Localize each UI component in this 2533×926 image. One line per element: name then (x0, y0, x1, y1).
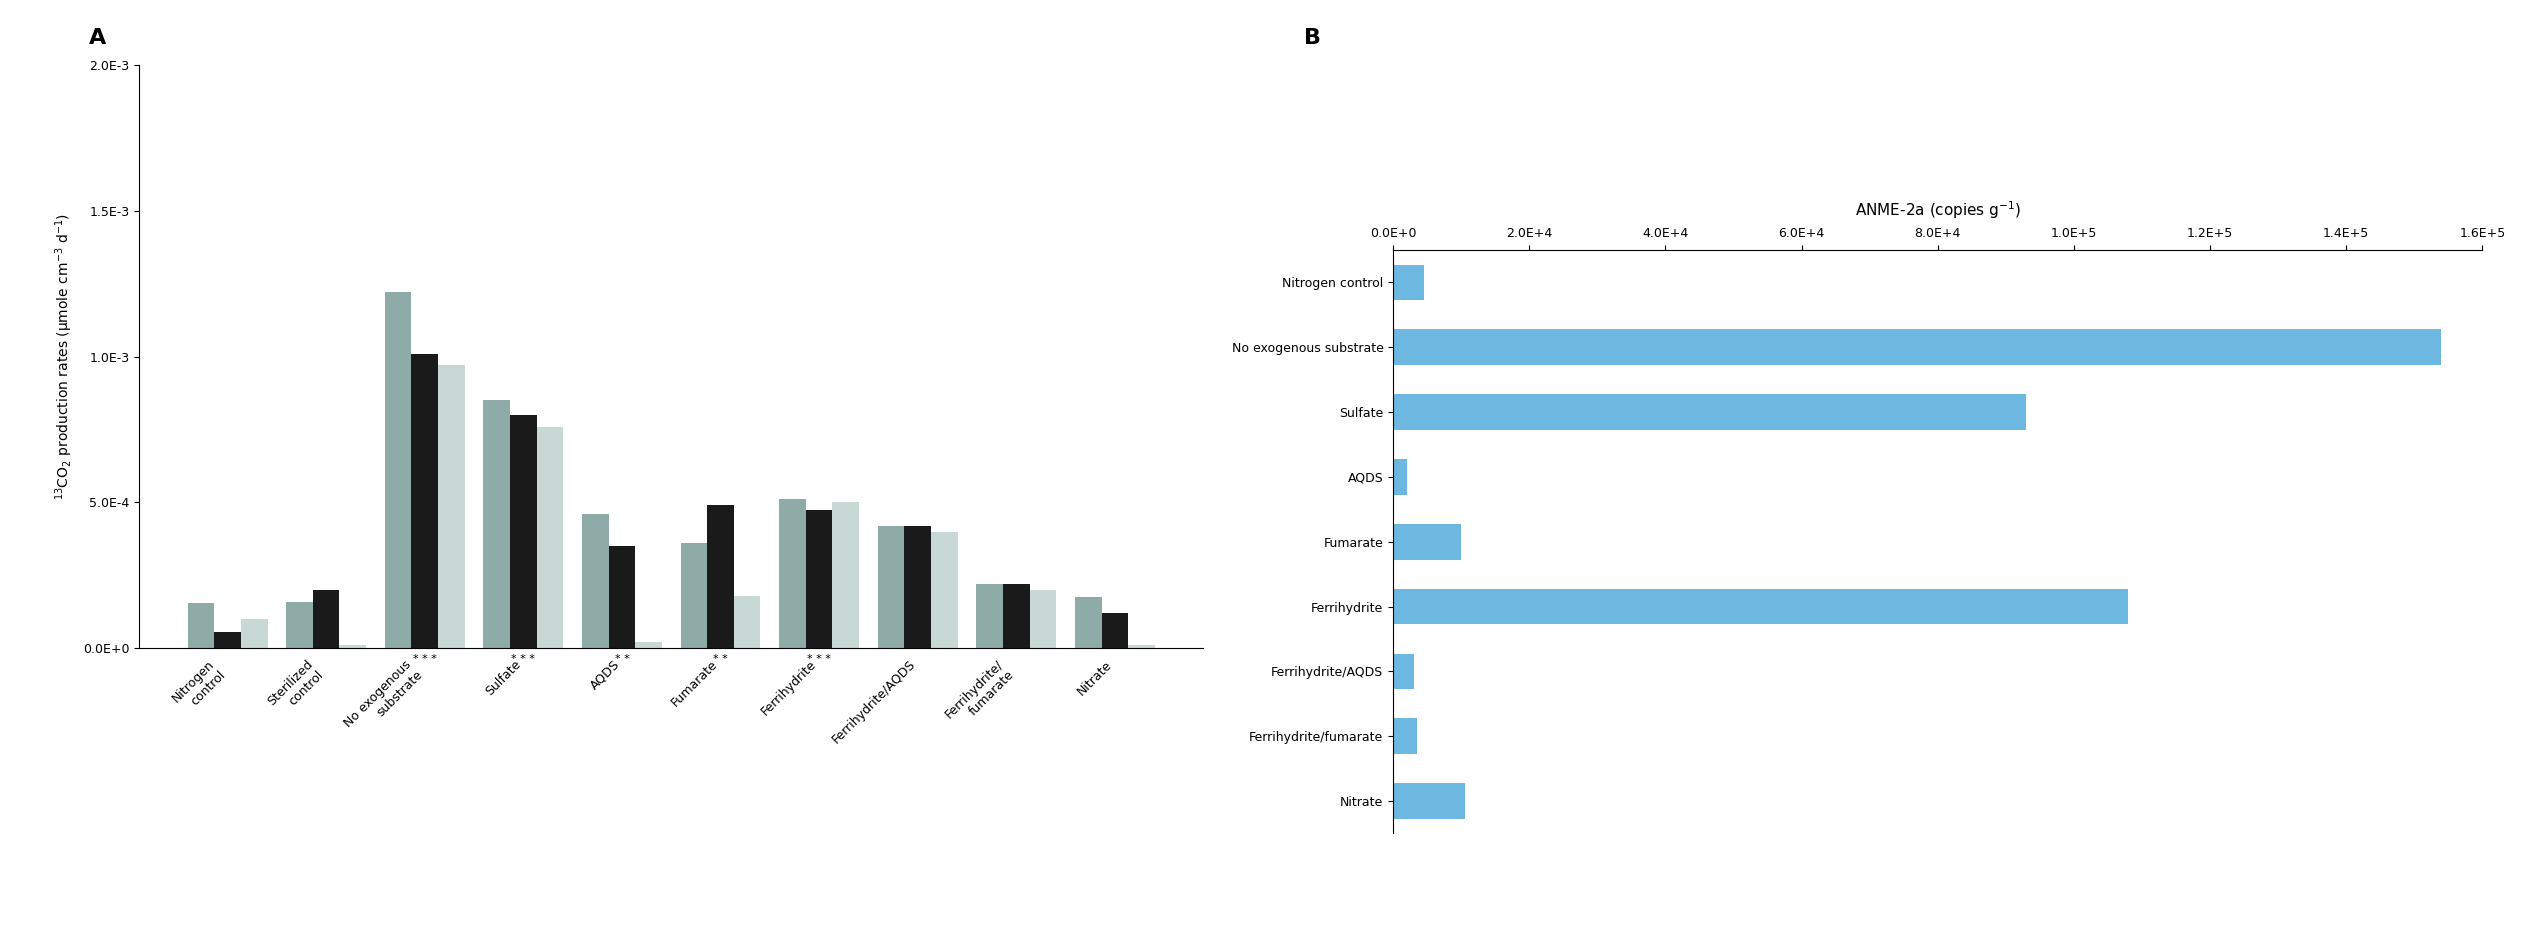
Bar (1393, 524, 1462, 559)
Bar (484, 400, 509, 648)
Bar (681, 544, 707, 648)
Bar (805, 509, 833, 648)
Bar (509, 415, 537, 648)
Bar (1102, 613, 1127, 648)
Bar (879, 526, 904, 648)
Bar (707, 506, 735, 648)
Y-axis label: $^{13}$CO$_2$ production rates (μmole cm$^{-3}$ d$^{-1}$): $^{13}$CO$_2$ production rates (μmole cm… (53, 213, 76, 500)
Bar (1393, 719, 1416, 754)
Bar (1393, 459, 1406, 494)
Text: * * *: * * * (512, 654, 534, 664)
X-axis label: ANME-2a (copies g$^{-1}$): ANME-2a (copies g$^{-1}$) (1854, 199, 2021, 221)
Bar (537, 427, 562, 648)
Bar (187, 603, 215, 648)
Bar (636, 643, 661, 648)
Bar (410, 354, 438, 648)
Bar (1393, 394, 2026, 430)
Bar (438, 365, 464, 648)
Bar (1003, 584, 1028, 648)
Text: A: A (89, 28, 106, 48)
Bar (1074, 597, 1102, 648)
Bar (1393, 783, 1464, 819)
Bar (1127, 645, 1155, 648)
Bar (385, 293, 410, 648)
Bar (904, 526, 932, 648)
Text: * *: * * (616, 654, 628, 664)
Bar (608, 546, 636, 648)
Bar (735, 595, 760, 648)
Bar (215, 632, 241, 648)
Text: * *: * * (714, 654, 727, 664)
Text: * * *: * * * (413, 654, 436, 664)
Text: B: B (1304, 28, 1322, 48)
Bar (932, 532, 957, 648)
Bar (780, 499, 805, 648)
Bar (1393, 330, 2442, 365)
Bar (1393, 265, 1424, 300)
Bar (286, 602, 314, 648)
Bar (583, 514, 608, 648)
Bar (314, 590, 339, 648)
Bar (1393, 589, 2128, 624)
Bar (241, 619, 268, 648)
Bar (339, 645, 367, 648)
Bar (833, 502, 859, 648)
Text: * * *: * * * (808, 654, 831, 664)
Bar (975, 584, 1003, 648)
Bar (1028, 590, 1056, 648)
Bar (1393, 654, 1413, 689)
